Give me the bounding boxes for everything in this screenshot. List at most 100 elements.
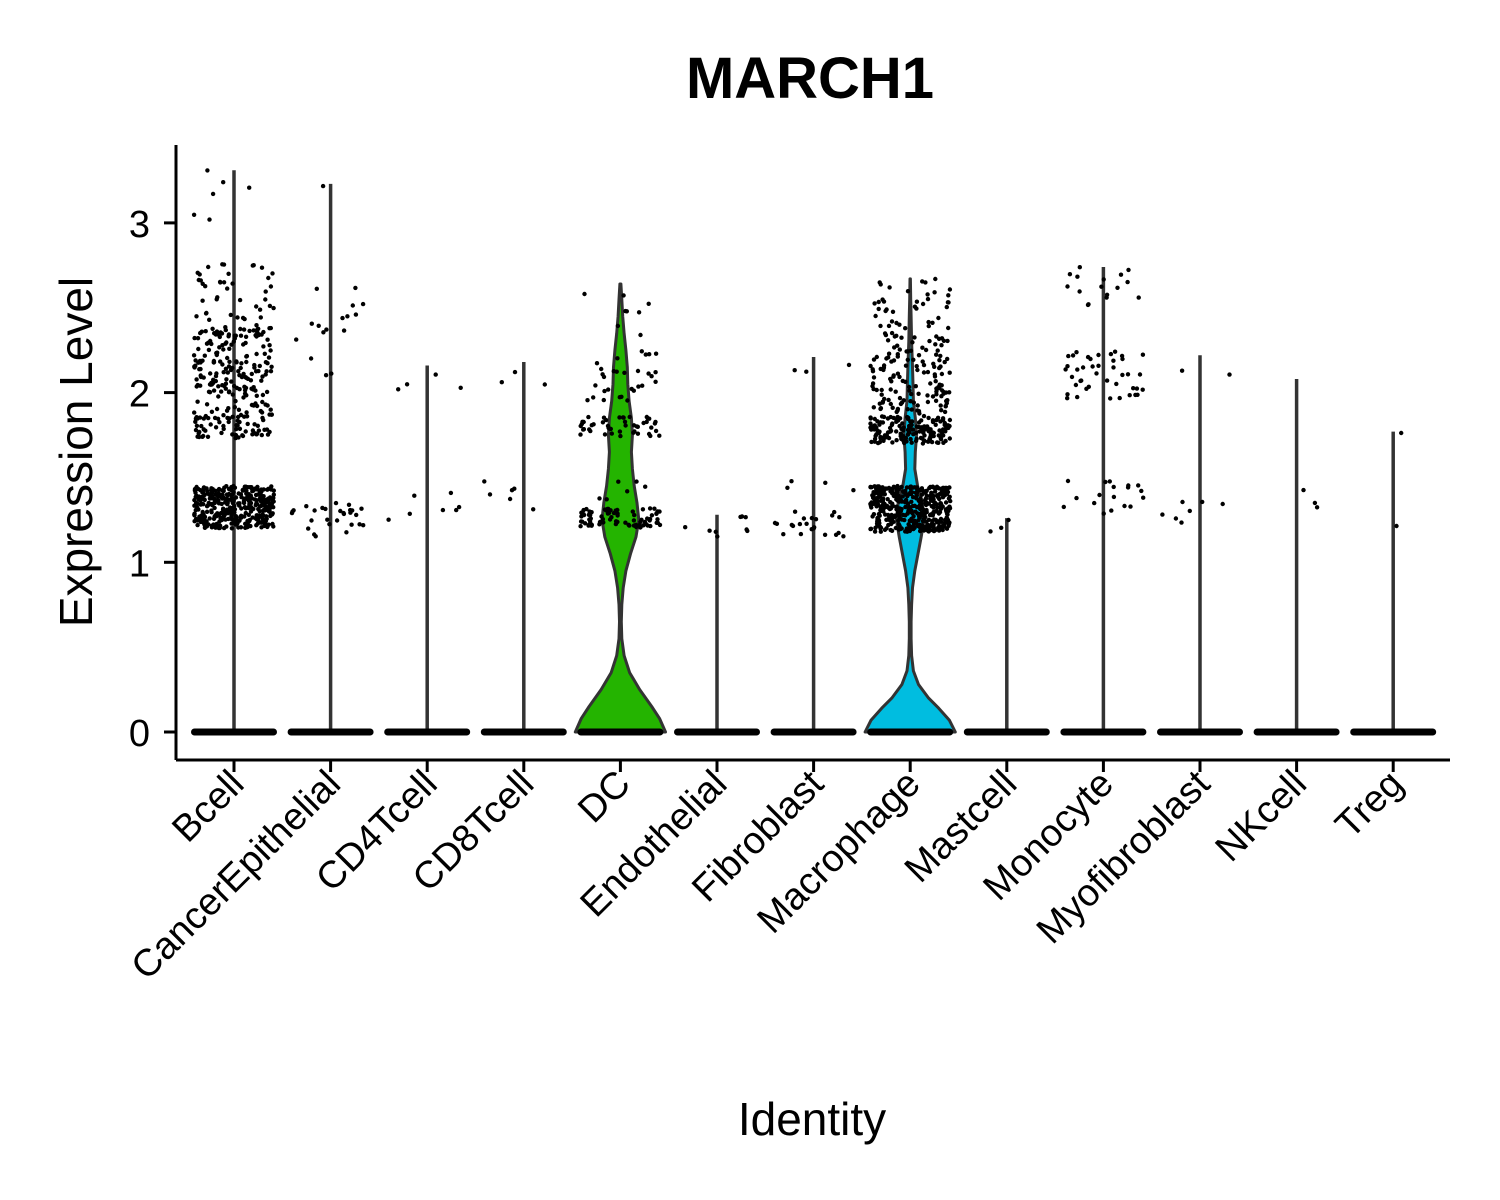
data-point [943, 429, 948, 434]
data-point [230, 432, 235, 437]
data-point [263, 372, 268, 377]
data-point [617, 395, 622, 400]
data-point [652, 506, 657, 511]
data-point [1066, 353, 1071, 359]
data-point [646, 371, 651, 376]
data-point [258, 315, 263, 320]
data-point [600, 372, 605, 377]
data-point [229, 513, 234, 519]
data-point [645, 516, 650, 521]
data-point [268, 369, 274, 374]
data-point [899, 426, 904, 432]
data-point [243, 334, 249, 339]
data-point [654, 520, 659, 525]
data-point [933, 398, 939, 403]
data-point [602, 432, 608, 437]
data-point [942, 359, 947, 365]
data-point [1120, 356, 1125, 362]
data-point [213, 425, 219, 430]
data-point [196, 431, 201, 436]
data-point [487, 492, 493, 497]
data-point [897, 322, 902, 327]
data-point [1075, 367, 1080, 372]
data-point [928, 527, 933, 533]
data-point [1097, 492, 1102, 498]
data-point [948, 498, 953, 504]
data-point [257, 363, 262, 369]
data-point [195, 505, 200, 510]
data-point [889, 330, 895, 336]
data-point [882, 331, 888, 336]
data-point [832, 509, 837, 515]
data-point [932, 528, 938, 533]
data-point [1063, 367, 1068, 372]
zero-band-nkcell [1253, 728, 1340, 736]
data-point [912, 304, 918, 309]
data-point [338, 508, 343, 514]
data-point [921, 413, 927, 419]
data-point [928, 493, 933, 499]
data-point [237, 297, 243, 303]
data-point [269, 512, 275, 517]
data-point [919, 486, 925, 491]
data-point [250, 432, 255, 437]
data-point [396, 387, 401, 392]
data-point [888, 387, 893, 392]
data-point [897, 499, 902, 504]
data-point [886, 435, 892, 441]
data-point [923, 280, 928, 285]
data-point [242, 414, 247, 419]
data-point [267, 343, 272, 348]
data-point [640, 383, 645, 388]
data-point [404, 382, 410, 387]
data-point [323, 373, 329, 378]
data-point [617, 429, 623, 434]
data-point [1160, 512, 1165, 517]
data-point [1179, 368, 1185, 373]
data-point [267, 412, 272, 417]
data-point [206, 415, 211, 421]
data-point [226, 334, 231, 339]
data-point [255, 327, 260, 332]
data-point [789, 479, 794, 484]
data-point [933, 276, 938, 282]
data-point [877, 494, 882, 499]
data-point [1080, 365, 1086, 370]
data-point [268, 348, 273, 353]
data-point [1111, 484, 1116, 490]
data-point [316, 323, 321, 328]
data-point [196, 497, 201, 502]
data-point [908, 524, 913, 529]
data-point [920, 513, 925, 518]
data-point [877, 280, 882, 285]
data-point [261, 417, 266, 423]
data-point [204, 519, 209, 524]
data-point [249, 402, 255, 408]
zero-band-endothelial [674, 728, 760, 736]
data-point [632, 429, 637, 434]
data-point [197, 367, 202, 372]
data-point [925, 292, 930, 297]
data-point [615, 356, 620, 361]
data-point [230, 281, 235, 286]
data-point [230, 492, 235, 497]
data-point [930, 394, 936, 399]
data-point [246, 504, 251, 510]
data-point [248, 523, 253, 529]
data-point [932, 500, 938, 505]
data-point [615, 323, 621, 329]
data-point [271, 488, 276, 493]
data-point [936, 492, 941, 497]
data-point [259, 496, 265, 502]
data-point [604, 497, 609, 502]
data-point [236, 407, 242, 412]
data-point [926, 323, 931, 329]
data-point [1128, 504, 1133, 509]
data-point [214, 406, 220, 412]
data-point [324, 327, 329, 332]
data-point [221, 426, 226, 432]
data-point [937, 358, 942, 363]
data-point [878, 526, 883, 531]
data-point [242, 391, 248, 396]
data-point [632, 512, 637, 518]
